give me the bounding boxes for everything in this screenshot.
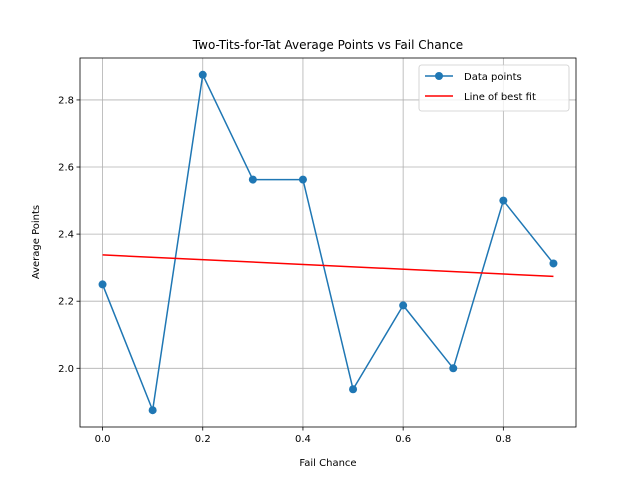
data-point	[98, 280, 107, 289]
data-point	[248, 175, 257, 184]
y-tick-label: 2.6	[58, 163, 74, 174]
data-point	[349, 385, 358, 394]
data-point	[549, 259, 558, 268]
plot-frame	[79, 57, 577, 428]
y-tick-label: 2.2	[58, 297, 74, 308]
series-line-1	[102, 254, 554, 278]
x-tick-label: 0.6	[395, 434, 411, 445]
data-point	[198, 70, 207, 79]
data-point	[399, 301, 408, 310]
ticks: 0.0 0.2 0.4 0.6 0.8 2.0 2.2 2.4 2.6 2.8	[58, 95, 511, 445]
x-tick-label: 0.0	[95, 434, 111, 445]
data-point	[499, 196, 508, 205]
legend-box	[418, 64, 570, 112]
data-point	[298, 175, 307, 184]
series-layer	[98, 70, 558, 415]
y-tick-label: 2.0	[58, 364, 74, 375]
x-tick-label: 0.2	[195, 434, 211, 445]
y-tick-label: 2.4	[58, 230, 74, 241]
x-axis-label: Fail Chance	[299, 458, 356, 469]
legend-marker	[435, 72, 443, 80]
y-tick-label: 2.8	[58, 95, 74, 106]
legend-label: Data points	[464, 72, 522, 83]
data-point	[449, 364, 458, 373]
series-line-0	[101, 74, 555, 411]
y-axis-label: Average Points	[31, 205, 42, 279]
x-tick-label: 0.8	[495, 434, 511, 445]
data-point	[148, 406, 157, 415]
x-tick-label: 0.4	[295, 434, 311, 445]
chart-title: Two-Tits-for-Tat Average Points vs Fail …	[192, 38, 463, 52]
legend: Data points Line of best fit	[418, 64, 570, 112]
legend-label: Line of best fit	[464, 92, 536, 103]
